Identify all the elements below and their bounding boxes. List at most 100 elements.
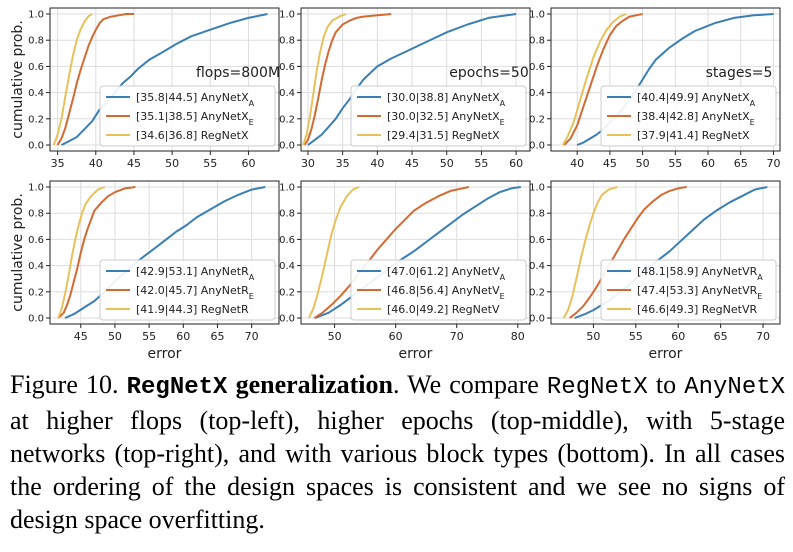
y-tick-label: 0.6 xyxy=(279,235,295,246)
x-tick-label: 60 xyxy=(671,330,685,343)
figure-svg: 35 40 45 50 55 600.00.20.40.60.81.0cumulative… xyxy=(10,7,781,362)
legend-entry-subscript: E xyxy=(249,118,254,127)
figure-caption: Figure 10. RegNetX generalization. We co… xyxy=(10,370,786,534)
chart-panel-4: 45 50 55 60 65 70 0.0 0.2 0.4 0.6 0.8 1.0cumulative… xyxy=(10,180,280,362)
y-tick-label: 0.4 xyxy=(28,88,44,99)
axes-frame xyxy=(550,7,781,152)
x-tick-label: 50 xyxy=(328,330,342,343)
y-tick-label: 0.8 xyxy=(279,36,295,47)
caption-title-rest: generalization xyxy=(235,370,393,399)
caption-mono-anynetx: AnyNetX xyxy=(684,374,786,401)
legend-entry: [29.4|31.5] RegNetX xyxy=(387,129,500,142)
y-tick-label: 1.0 xyxy=(279,10,295,21)
series-line-yellow xyxy=(302,13,347,146)
x-tick-label: 55 xyxy=(142,330,156,343)
y-tick-label: 0.6 xyxy=(279,62,295,73)
x-tick-label: 35 xyxy=(336,157,350,170)
legend-entry: [47.0|61.2] AnyNetVA xyxy=(387,265,506,282)
x-tick-label: 40 xyxy=(570,157,584,170)
x-axis-label: error xyxy=(649,346,683,362)
caption-title-mono: RegNetX xyxy=(126,374,228,401)
legend-box xyxy=(600,259,777,321)
series-line-blue xyxy=(576,13,774,146)
axes-frame xyxy=(550,180,781,325)
series-line-orange xyxy=(313,186,470,319)
y-tick-label: 0.2 xyxy=(28,114,44,125)
x-tick-label: 70 xyxy=(756,330,770,343)
caption-text-1b: to xyxy=(655,370,677,399)
y-tick-label: 0.4 xyxy=(279,261,295,272)
legend-entry: [38.4|42.8] AnyNetXE xyxy=(637,110,755,127)
series-line-orange xyxy=(303,13,392,146)
series-line-orange xyxy=(56,13,134,146)
y-tick-label: 0.0 xyxy=(279,141,295,152)
x-tick-label: 60 xyxy=(241,157,255,170)
x-tick-label: 70 xyxy=(450,330,464,343)
y-tick-label: 1.0 xyxy=(529,183,545,194)
x-tick-label: 60 xyxy=(509,157,523,170)
x-tick-label: 55 xyxy=(474,157,488,170)
y-tick-label: 1.0 xyxy=(279,183,295,194)
series-line-yellow xyxy=(561,13,627,146)
x-tick-label: 45 xyxy=(74,330,88,343)
y-tick-label: 0.8 xyxy=(28,36,44,47)
y-tick-label: 1.0 xyxy=(529,10,545,21)
y-tick-label: 0.6 xyxy=(529,62,545,73)
series-line-orange xyxy=(57,186,136,319)
x-tick-label: 50 xyxy=(440,157,454,170)
panel-annotation: epochs=50 xyxy=(449,65,528,81)
legend-entry: [30.0|38.8] AnyNetXA xyxy=(387,91,506,108)
legend-box xyxy=(350,85,527,147)
panel-annotation: flops=800M xyxy=(196,65,280,81)
y-tick-label: 0.2 xyxy=(529,287,545,298)
x-tick-label: 50 xyxy=(108,330,122,343)
legend-entry: [35.1|38.5] AnyNetXE xyxy=(136,110,254,127)
y-tick-label: 0.2 xyxy=(279,114,295,125)
y-tick-label: 0.8 xyxy=(28,209,44,220)
legend-box xyxy=(600,85,777,147)
legend-entry-subscript: A xyxy=(757,273,763,282)
series-line-yellow xyxy=(562,186,618,319)
x-tick-label: 60 xyxy=(176,330,190,343)
figure-panel-grid: 35 40 45 50 55 60 0.0 0.2 0.4 0.6 0.8 1.0 cumulative… xyxy=(10,7,781,362)
y-tick-label: 0.8 xyxy=(529,36,545,47)
x-axis-label: error xyxy=(148,346,182,362)
y-tick-label: 0.0 xyxy=(529,314,545,325)
y-tick-label: 0.2 xyxy=(28,287,44,298)
x-tick-label: 80 xyxy=(511,330,525,343)
caption-figure-label: Figure 10. xyxy=(10,370,119,399)
legend-entry: [34.6|36.8] RegNetX xyxy=(136,129,249,142)
legend-entry: [30.0|32.5] AnyNetXE xyxy=(387,110,505,127)
legend-entry: [48.1|58.9] AnyNetVRA xyxy=(637,265,763,282)
x-axis-label: error xyxy=(399,346,433,362)
legend-box xyxy=(99,85,276,147)
x-tick-label: 60 xyxy=(389,330,403,343)
legend-entry: [40.4|49.9] AnyNetXA xyxy=(637,91,756,108)
legend-box xyxy=(350,259,527,321)
x-tick-label: 45 xyxy=(127,157,141,170)
series-line-orange xyxy=(569,186,687,319)
y-tick-label: 0.4 xyxy=(279,88,295,99)
y-tick-label: 0.4 xyxy=(529,261,545,272)
chart-panel-6: 50 55 60 65 70 0.0 0.2 0.4 0.6 0.8 1.0 error [48.1|5… xyxy=(529,180,781,362)
y-tick-label: 1.0 xyxy=(28,10,44,21)
x-tick-label: 70 xyxy=(766,157,780,170)
x-tick-label: 45 xyxy=(405,157,419,170)
chart-panel-3: 40 45 50 55 60 65 70 0.0 0.2 0.4 0.6 0.8 1.0 stages=5… xyxy=(529,7,781,170)
y-tick-label: 0.0 xyxy=(279,314,295,325)
legend-entry: [41.9|44.3] RegNetR xyxy=(136,303,249,316)
caption-mono-regnetx: RegNetX xyxy=(546,374,648,401)
series-line-yellow xyxy=(52,13,93,146)
chart-panel-1: 35 40 45 50 55 60 0.0 0.2 0.4 0.6 0.8 1.0cumulative… xyxy=(10,7,280,170)
x-tick-label: 65 xyxy=(714,330,728,343)
x-tick-label: 50 xyxy=(636,157,650,170)
y-axis-label: cumulative prob. xyxy=(10,20,26,139)
x-tick-label: 50 xyxy=(586,330,600,343)
x-tick-label: 60 xyxy=(701,157,715,170)
x-tick-label: 55 xyxy=(203,157,217,170)
x-tick-label: 40 xyxy=(370,157,384,170)
legend-entry-subscript: E xyxy=(757,292,762,301)
legend-entry: [37.9|41.4] RegNetX xyxy=(637,129,750,142)
y-tick-label: 0.6 xyxy=(529,235,545,246)
y-tick-label: 0.6 xyxy=(28,62,44,73)
